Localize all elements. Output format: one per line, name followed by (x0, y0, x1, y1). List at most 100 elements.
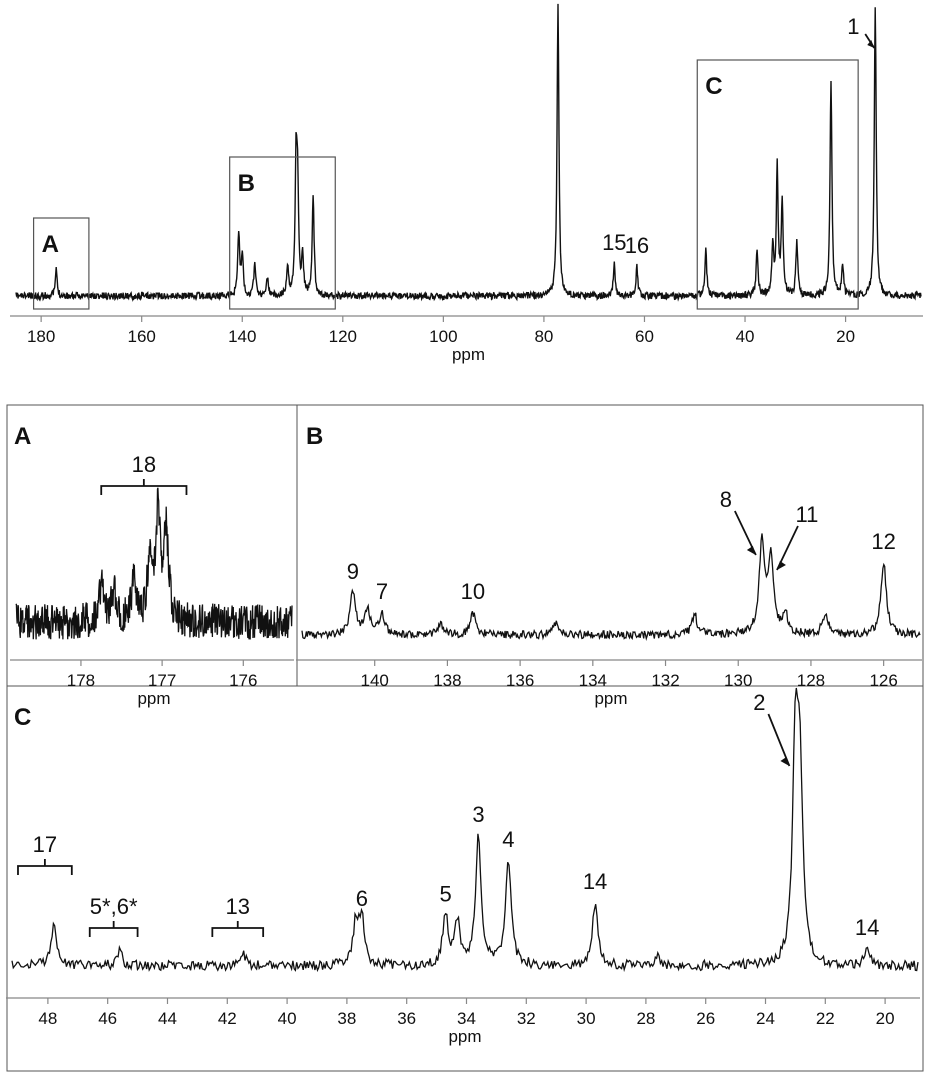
x-tick-label: 140 (228, 327, 256, 346)
peak-bracket (100, 479, 188, 495)
peak-point (297, 191, 299, 193)
peak-point (705, 249, 707, 251)
region-box-b (229, 156, 336, 310)
region-box-c (696, 59, 859, 310)
peak-arrowhead (867, 40, 875, 48)
peak-point (355, 923, 357, 925)
peak-point (594, 902, 596, 904)
peak-label: 2 (753, 690, 765, 715)
peak-point (776, 168, 778, 170)
peak-label: 10 (461, 579, 485, 604)
peak-label: 13 (226, 894, 250, 919)
peak-point (796, 240, 798, 242)
region-letter-b: B (238, 170, 255, 197)
peak-point (113, 591, 115, 593)
peak-point (478, 835, 480, 837)
peak-point (636, 266, 638, 268)
x-axis-title: ppm (448, 1027, 481, 1046)
peak-point (367, 609, 369, 611)
peak-label: 3 (472, 802, 484, 827)
x-tick-label: 30 (577, 1009, 596, 1028)
x-tick-label: 26 (696, 1009, 715, 1028)
peak-point (100, 585, 102, 587)
x-tick-label: 60 (635, 327, 654, 346)
panel-c-frame (6, 685, 924, 1072)
x-axis-title: ppm (594, 689, 627, 708)
spectrum-trace (15, 487, 293, 640)
peak-point (295, 173, 297, 175)
x-tick-label: 40 (736, 327, 755, 346)
peak-label: 15 (602, 230, 626, 255)
panel-b-frame (296, 404, 924, 687)
peak-point (785, 616, 787, 618)
chart-a: 178 177 176 ppm A 18 (10, 423, 294, 708)
peak-point (874, 5, 876, 7)
peak-label: 6 (356, 886, 368, 911)
x-tick-label: 34 (457, 1009, 476, 1028)
peak-label: 17 (33, 832, 57, 857)
peak-label: 5*,6* (90, 894, 138, 919)
spectrum-trace (11, 687, 919, 973)
peak-arrowhead (780, 757, 790, 766)
peak-label: 1 (847, 14, 859, 39)
x-axis-title: ppm (137, 689, 170, 708)
peak-point (614, 263, 616, 265)
peak-point (445, 915, 447, 917)
peak-point (770, 559, 772, 561)
x-tick-label: 24 (756, 1009, 775, 1028)
region-box-a (32, 217, 90, 310)
region-letter-c: C (705, 73, 722, 100)
peak-bracket (17, 859, 73, 875)
peak-point (157, 519, 159, 521)
peak-point (287, 266, 289, 268)
peak-point (241, 951, 243, 953)
x-tick-label: 177 (148, 671, 176, 690)
x-tick-label: 46 (98, 1009, 117, 1028)
peak-label: 5 (439, 882, 451, 907)
x-tick-label: 136 (506, 671, 534, 690)
peak-point (795, 755, 797, 757)
x-tick-label: 128 (797, 671, 825, 690)
peak-point (381, 612, 383, 614)
peak-point (361, 919, 363, 921)
x-tick-label: 180 (27, 327, 55, 346)
x-tick-label: 80 (534, 327, 553, 346)
peak-point (302, 255, 304, 257)
x-tick-label: 132 (651, 671, 679, 690)
panel-letter-b: B (306, 423, 323, 450)
peak-point (439, 624, 441, 626)
peak-point (133, 585, 135, 587)
x-tick-label: 138 (433, 671, 461, 690)
peak-label: 4 (502, 827, 514, 852)
x-tick-label: 176 (229, 671, 257, 690)
panel-letter-a: A (14, 423, 31, 450)
peak-point (781, 200, 783, 202)
peak-point (866, 948, 868, 950)
peak-point (756, 249, 758, 251)
x-tick-label: 130 (724, 671, 752, 690)
x-tick-label: 100 (429, 327, 457, 346)
peak-point (694, 614, 696, 616)
peak-point (557, 5, 559, 7)
peak-point (657, 955, 659, 957)
x-tick-label: 134 (579, 671, 607, 690)
chart-c: 48 46 44 42 40 38 36 34 32 30 28 26 24 22 20ppmC175*,6… (6, 687, 920, 1046)
peak-point (508, 860, 510, 862)
peak-point (242, 255, 244, 257)
peak-label: 14 (583, 869, 607, 894)
peak-arrowhead (746, 546, 756, 555)
x-tick-label: 160 (128, 327, 156, 346)
x-tick-label: 140 (361, 671, 389, 690)
peak-point (238, 231, 240, 233)
panel-letter-c: C (14, 704, 31, 731)
peak-point (267, 278, 269, 280)
x-tick-label: 38 (337, 1009, 356, 1028)
peak-label: 16 (625, 233, 649, 258)
x-tick-label: 48 (38, 1009, 57, 1028)
spectrum-trace (15, 3, 922, 302)
peak-label: 9 (347, 559, 359, 584)
peak-label: 14 (855, 915, 879, 940)
x-tick-label: 22 (816, 1009, 835, 1028)
